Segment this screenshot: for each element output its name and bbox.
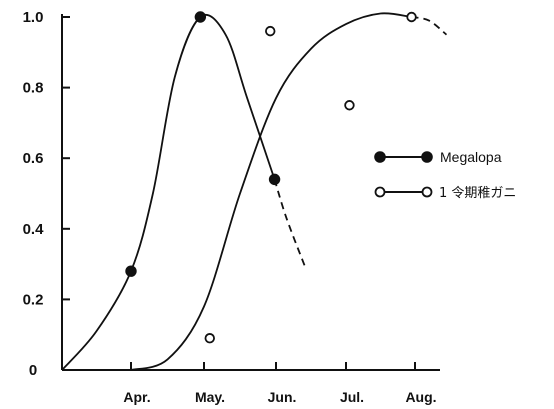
x-axis-ticks: Apr. May. Jun. Jul. Aug. (123, 362, 437, 405)
chart-legend: Megalopa 1 令期稚ガニ (374, 149, 516, 201)
legend-label-first-instar: 1 令期稚ガニ (439, 186, 516, 201)
data-point-megalopa (125, 265, 137, 277)
y-tick-label: 0.6 (23, 150, 44, 167)
data-point-first-instar (344, 100, 355, 111)
x-tick-label: May. (195, 389, 225, 405)
x-tick-label: Aug. (405, 389, 436, 405)
series-extrapolation-first-instar (411, 16, 448, 36)
series-extrapolation-megalopa (273, 179, 307, 268)
x-tick-label: Jul. (340, 389, 364, 405)
y-tick-label: 0.4 (23, 221, 45, 238)
x-tick-label: Jun. (268, 389, 297, 405)
data-point-megalopa (194, 11, 207, 23)
data-point-first-instar (265, 25, 276, 37)
chart-series (61, 11, 448, 371)
legend-label-megalopa: Megalopa (440, 149, 502, 165)
legend-marker-first-instar-start (374, 186, 386, 198)
y-tick-label: 0 (29, 362, 37, 379)
data-point-first-instar (204, 333, 215, 344)
series-line-first-instar (130, 12, 412, 371)
series-line-megalopa (61, 13, 276, 371)
legend-marker-megalopa-start (374, 151, 386, 163)
legend-marker-first-instar-end (421, 186, 433, 198)
y-tick-label: 0.2 (23, 291, 44, 308)
y-tick-label: 1.0 (23, 9, 44, 26)
chart-axes (61, 14, 440, 371)
data-point-first-instar (406, 11, 417, 23)
x-tick-label: Apr. (123, 389, 150, 405)
y-axis-ticks: 0 0.2 0.4 0.6 0.8 1.0 (23, 9, 70, 379)
legend-marker-megalopa-end (421, 151, 433, 163)
data-point-megalopa (268, 173, 281, 186)
y-tick-label: 0.8 (23, 80, 44, 97)
